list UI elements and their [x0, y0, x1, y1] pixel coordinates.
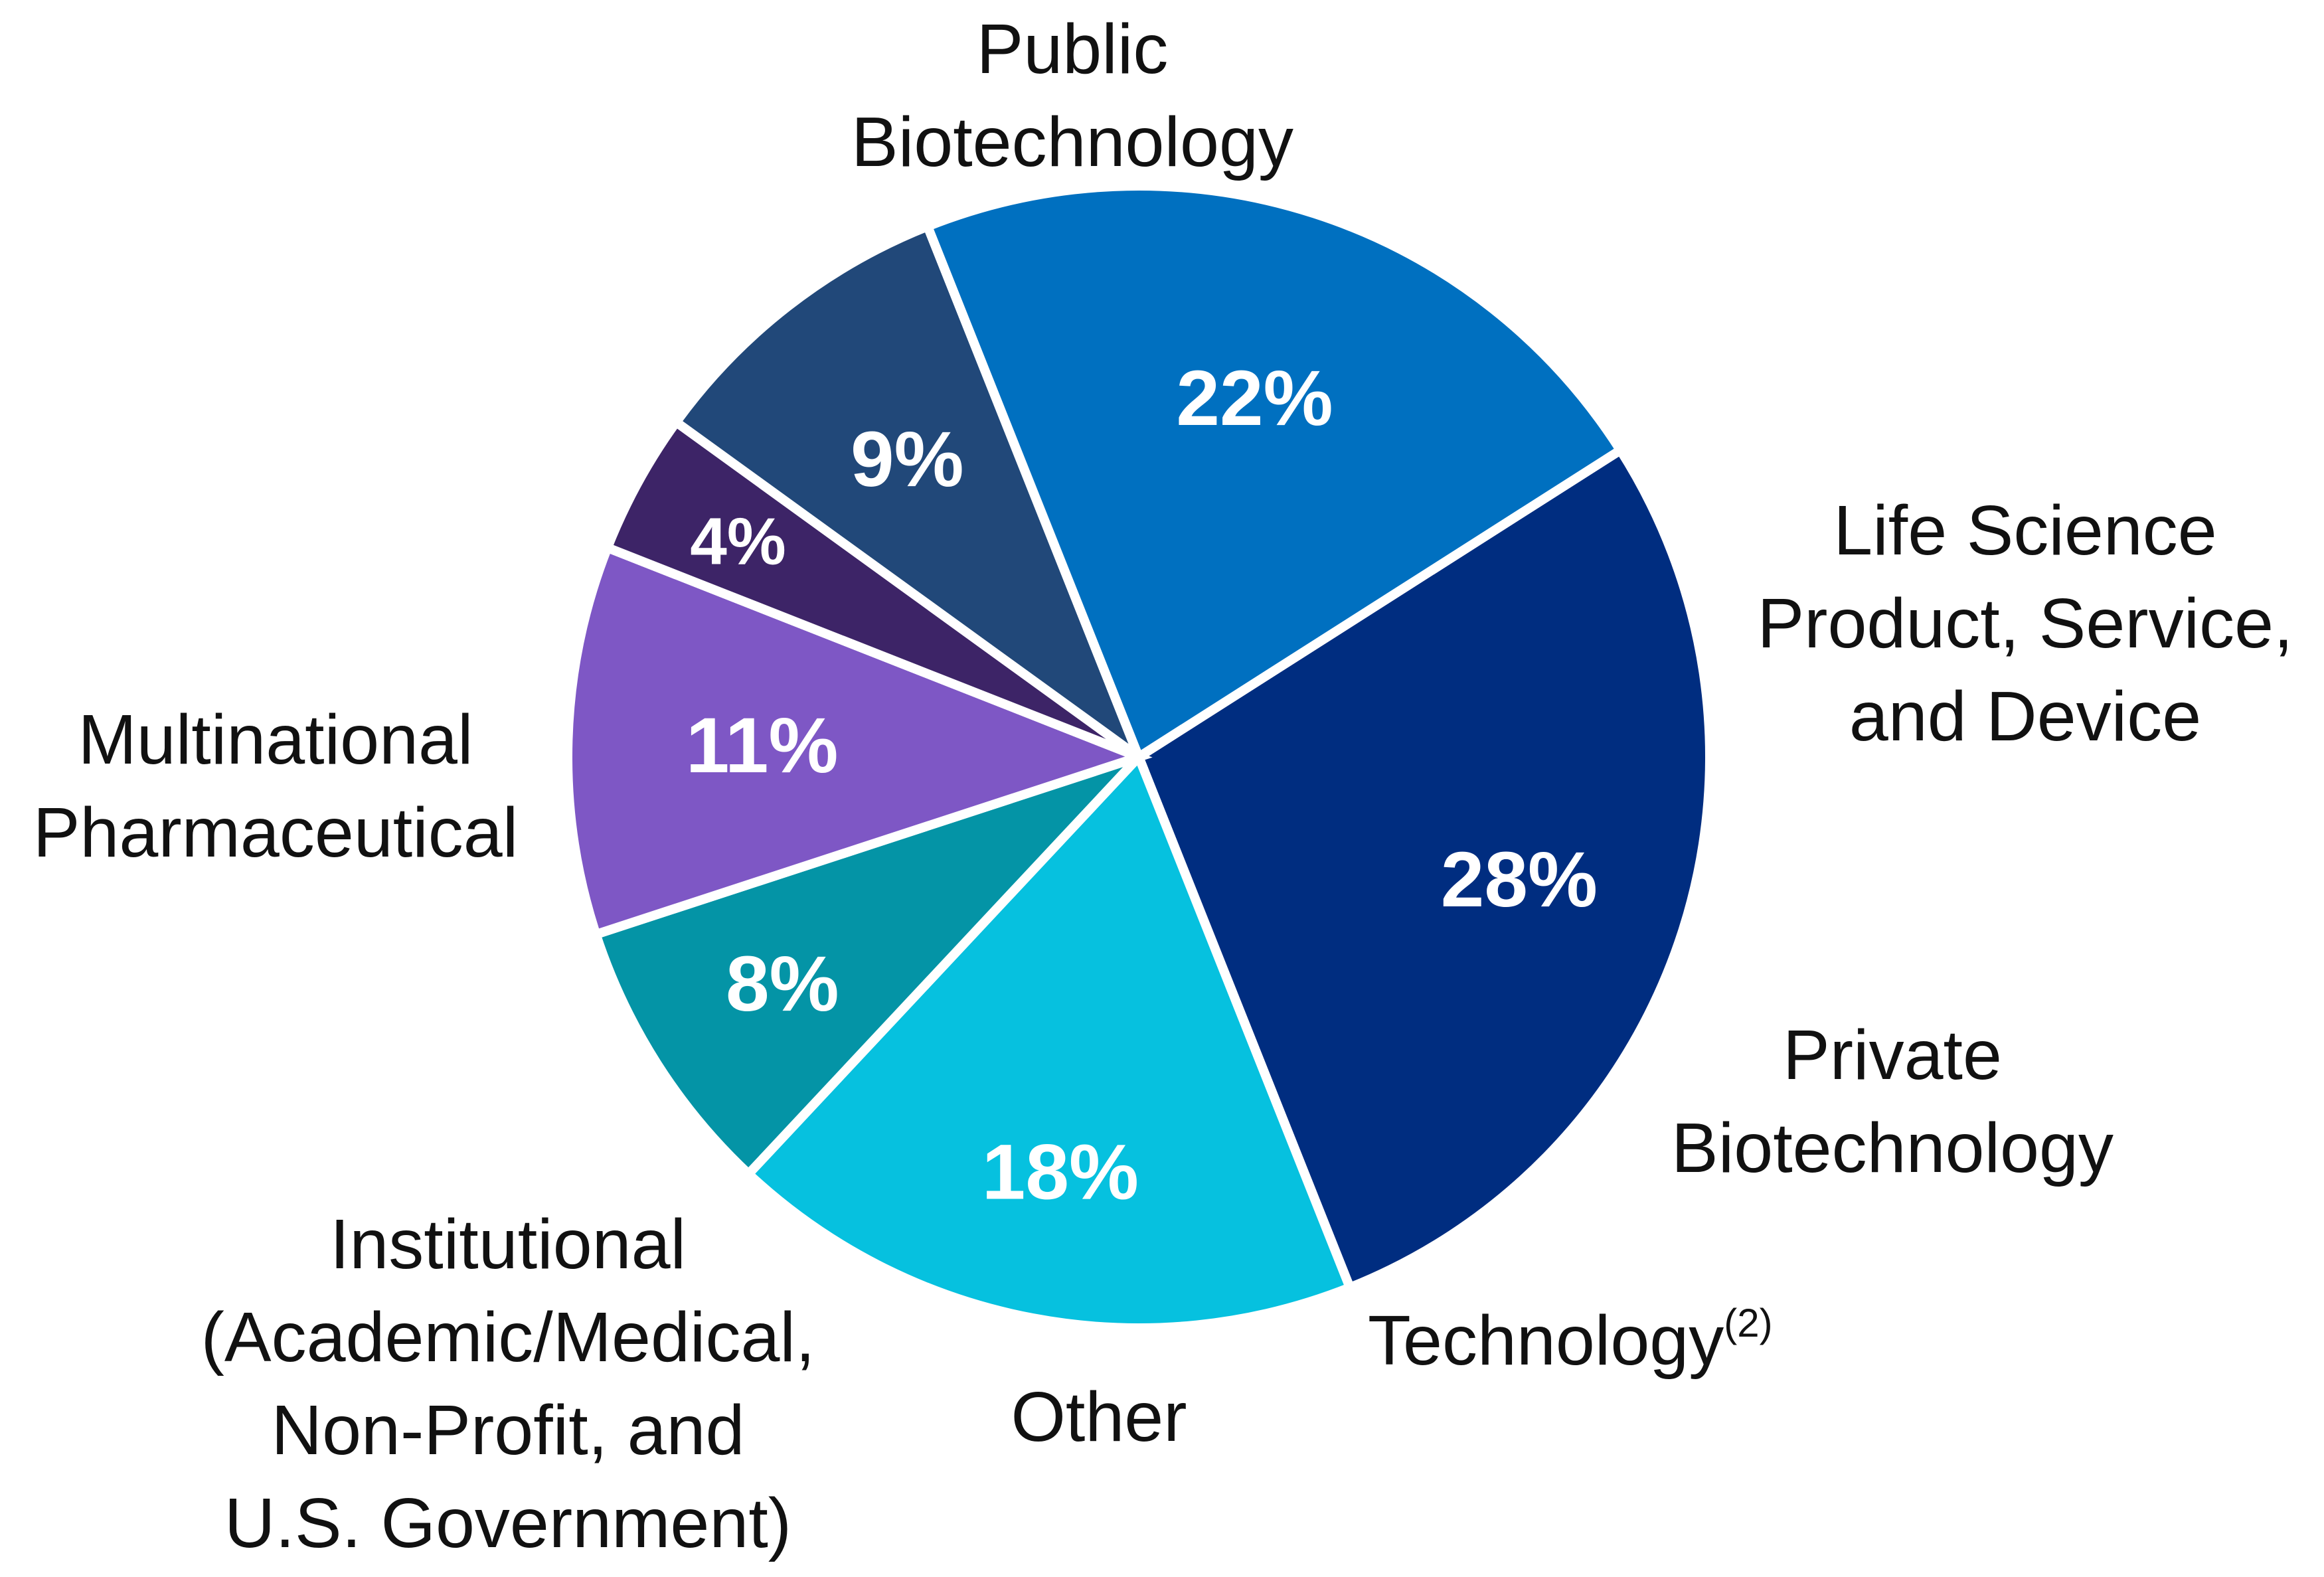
pie-category-label: Private Biotechnology: [1671, 1016, 2114, 1187]
pie-category-label: Multinational Pharmaceutical: [33, 701, 519, 872]
pie-slices: [563, 181, 1714, 1333]
pie-category-label: Other: [1011, 1378, 1187, 1456]
pie-slice-6: [669, 220, 1149, 770]
pie-value-label: 28%: [1441, 836, 1598, 924]
pie-value-label: 8%: [726, 940, 839, 1028]
pie-value-label: 4%: [690, 505, 786, 579]
pie-value-label: 9%: [851, 416, 964, 503]
pie-slice-3: [590, 752, 1143, 1181]
pie-category-labels: Public Biotechnology Life Science Product, …: [33, 10, 2293, 1562]
label-superscript: (2): [1724, 1301, 1772, 1345]
pie-percent-labels: 28% 18% 8% 11% 4% 9% 22%: [686, 355, 1598, 1216]
pie-value-label: 18%: [982, 1128, 1139, 1216]
pie-slice-7: [921, 181, 1627, 764]
pie-slice-2: [742, 748, 1357, 1333]
pie-slice-4: [563, 541, 1153, 941]
pie-value-label: 11%: [686, 702, 839, 789]
pie-value-label: 22%: [1176, 355, 1333, 442]
pie-category-label: Life Science Product, Service, and Device: [1757, 491, 2293, 756]
pie-slice-1: [1133, 444, 1714, 1294]
pie-category-label: Public Biotechnology: [851, 10, 1293, 181]
pie-category-label: Technology(2): [1368, 1301, 1773, 1380]
pie-category-label: Institutional (Academic/Medical, Non-Profi…: [201, 1205, 815, 1562]
